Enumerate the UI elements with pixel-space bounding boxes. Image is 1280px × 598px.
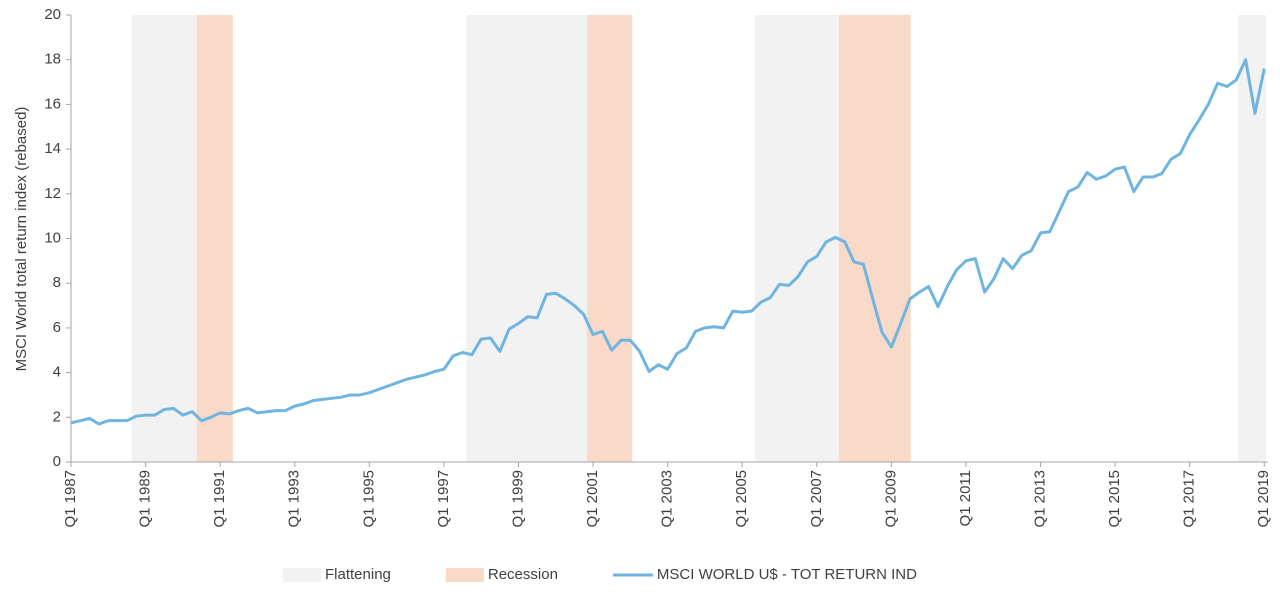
y-tick-label: 2 xyxy=(53,408,61,425)
x-tick-label: Q1 1987 xyxy=(62,470,79,528)
y-tick-label: 12 xyxy=(44,185,61,202)
legend-label: Flattening xyxy=(325,566,391,583)
legend-swatch xyxy=(283,568,321,582)
x-tick-label: Q1 2019 xyxy=(1255,470,1272,528)
y-axis-label: MSCI World total return index (rebased) xyxy=(13,107,30,372)
x-tick-label: Q1 2009 xyxy=(882,470,899,528)
band xyxy=(466,15,588,462)
x-tick-label: Q1 2005 xyxy=(733,470,750,528)
y-tick-label: 18 xyxy=(44,51,61,68)
y-tick-label: 6 xyxy=(53,319,61,336)
band xyxy=(196,15,233,462)
x-tick-label: Q1 2007 xyxy=(808,470,825,528)
y-tick-label: 8 xyxy=(53,274,61,291)
x-tick-label: Q1 1997 xyxy=(435,470,452,528)
x-tick-label: Q1 1999 xyxy=(509,470,526,528)
band xyxy=(754,15,839,462)
x-tick-label: Q1 2015 xyxy=(1106,470,1123,528)
x-tick-label: Q1 2011 xyxy=(957,470,974,526)
x-tick-label: Q1 2013 xyxy=(1032,470,1049,528)
bands xyxy=(131,15,1267,462)
line xyxy=(70,58,1266,426)
y-tick-label: 10 xyxy=(44,229,61,246)
y-tick-label: 4 xyxy=(53,364,61,381)
band xyxy=(587,15,633,462)
y-tick-label: 14 xyxy=(44,140,61,157)
band xyxy=(131,15,197,462)
x-tick-label: Q1 2001 xyxy=(584,470,601,528)
legend-label: MSCI WORLD U$ - TOT RETURN IND xyxy=(657,566,917,583)
x-tick-label: Q1 1993 xyxy=(286,470,303,528)
x-tick-label: Q1 1989 xyxy=(137,470,154,528)
legend-label: Recession xyxy=(488,566,558,583)
x-tick-label: Q1 2003 xyxy=(659,470,676,528)
x-tick-label: Q1 1995 xyxy=(360,470,377,528)
y-tick-label: 20 xyxy=(44,6,61,23)
y-tick-label: 0 xyxy=(53,453,61,470)
legend-swatch xyxy=(445,568,484,582)
x-tick-label: Q1 2017 xyxy=(1181,470,1198,528)
y-tick-label: 16 xyxy=(44,95,61,112)
x-tick-label: Q1 1991 xyxy=(211,470,228,528)
band xyxy=(838,15,911,462)
